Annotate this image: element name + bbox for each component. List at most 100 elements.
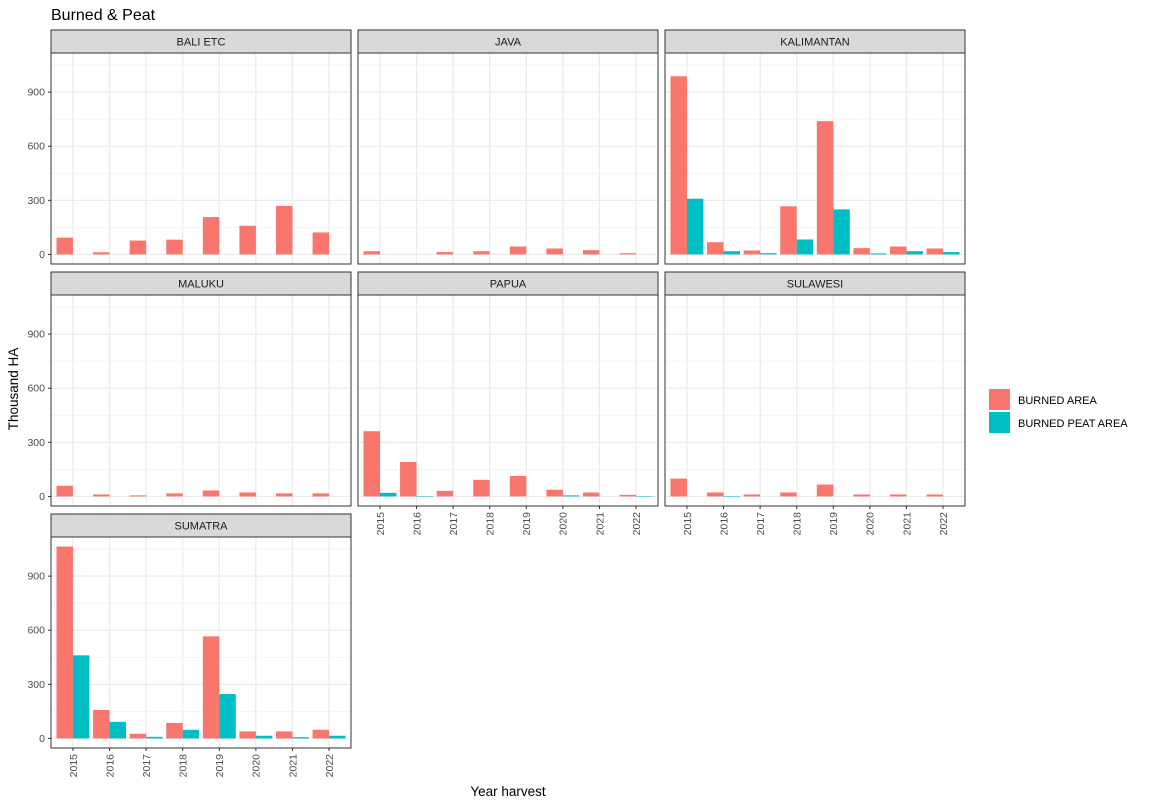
x-axis-title: Year harvest [470, 784, 546, 799]
bar [239, 225, 256, 255]
legend-label: BURNED PEAT AREA [1018, 418, 1128, 430]
y-tick-label: 300 [27, 195, 45, 207]
bar [707, 242, 724, 255]
bar [926, 494, 944, 497]
facet-panel: MALUKU 0 300 600 900 [27, 271, 352, 507]
panel-background [51, 295, 351, 506]
bar [276, 493, 293, 497]
bar [312, 729, 330, 739]
bar [56, 485, 73, 497]
y-tick-label: 300 [27, 679, 45, 691]
bar [636, 496, 653, 497]
facet-strip-label: PAPUA [490, 279, 527, 291]
bar [93, 709, 110, 739]
facet-strip [357, 271, 659, 296]
bar [509, 246, 527, 255]
x-tick-label: 2022 [631, 512, 643, 536]
bar [129, 495, 147, 497]
x-tick-label: 2019 [214, 754, 226, 778]
bar [239, 731, 256, 739]
bar [129, 733, 147, 739]
bar [146, 736, 163, 739]
bar [109, 721, 126, 739]
bar [816, 484, 834, 497]
bar [926, 248, 944, 255]
facet-panel: PAPUA 2015 2016 2017 2018 2019 2020 2021 2022 [357, 271, 659, 536]
bar [619, 494, 637, 497]
bar [583, 492, 600, 497]
y-tick-label: 0 [39, 491, 45, 503]
bar [890, 494, 907, 497]
bar [219, 694, 236, 739]
x-tick-label: 2015 [68, 754, 80, 778]
facet-panel: SUMATRA 0 300 600 900 2015 2016 2017 2018 2019 202… [27, 513, 352, 778]
bar [379, 492, 397, 497]
bar [436, 252, 454, 255]
bar [780, 492, 797, 497]
x-tick-label: 2015 [375, 512, 387, 536]
bar [743, 494, 761, 497]
panel-background [51, 53, 351, 264]
legend: BURNED AREA BURNED PEAT AREA [989, 389, 1128, 433]
x-tick-label: 2016 [411, 512, 423, 536]
legend-label: BURNED AREA [1018, 395, 1098, 407]
bar [72, 655, 90, 739]
bar [202, 217, 220, 255]
bar [473, 251, 490, 255]
y-axis-title: Thousand HA [6, 348, 21, 431]
bar [890, 246, 907, 255]
facet-strip-label: JAVA [495, 37, 522, 49]
bar [583, 250, 600, 255]
bar [239, 492, 256, 497]
facet-panel: JAVA [357, 29, 659, 265]
bar [400, 461, 417, 497]
bar [416, 496, 433, 497]
bar [546, 248, 563, 255]
bar [707, 492, 724, 497]
facet-strip [50, 271, 352, 296]
x-tick-label: 2021 [287, 754, 299, 778]
facet-strip [664, 29, 966, 54]
x-tick-label: 2017 [448, 512, 460, 536]
facet-grid: BALI ETC 0 300 600 900 JAVA KALIMANTAN MALUKU 0 3… [27, 29, 966, 778]
bar [202, 636, 220, 739]
y-tick-label: 900 [27, 87, 45, 99]
bar [686, 198, 704, 255]
x-tick-label: 2017 [141, 754, 153, 778]
bar [509, 475, 527, 497]
x-tick-label: 2018 [485, 512, 497, 536]
x-tick-label: 2019 [828, 512, 840, 536]
x-tick-label: 2022 [324, 754, 336, 778]
bar [202, 490, 220, 497]
panel-background [665, 53, 965, 264]
x-tick-label: 2021 [594, 512, 606, 536]
y-tick-label: 0 [39, 249, 45, 261]
facet-strip-label: KALIMANTAN [780, 37, 850, 49]
bar [182, 729, 200, 739]
bar [670, 76, 687, 255]
x-tick-label: 2019 [521, 512, 533, 536]
facet-strip [664, 271, 966, 296]
bar [943, 252, 960, 255]
bar [796, 239, 814, 255]
bar [743, 250, 761, 255]
y-tick-label: 900 [27, 571, 45, 583]
panel-background [358, 53, 658, 264]
y-tick-label: 0 [39, 733, 45, 745]
bar [562, 495, 580, 497]
bar [816, 121, 834, 255]
x-tick-label: 2022 [938, 512, 950, 536]
y-tick-label: 600 [27, 625, 45, 637]
bar [906, 251, 923, 255]
facet-strip [50, 29, 352, 54]
bar [276, 731, 293, 739]
bar [312, 493, 330, 497]
bar [166, 493, 183, 497]
y-tick-label: 600 [27, 141, 45, 153]
bar [93, 252, 110, 255]
bar [276, 205, 293, 255]
bar [436, 490, 454, 497]
bar [166, 722, 183, 739]
bar [853, 248, 870, 255]
